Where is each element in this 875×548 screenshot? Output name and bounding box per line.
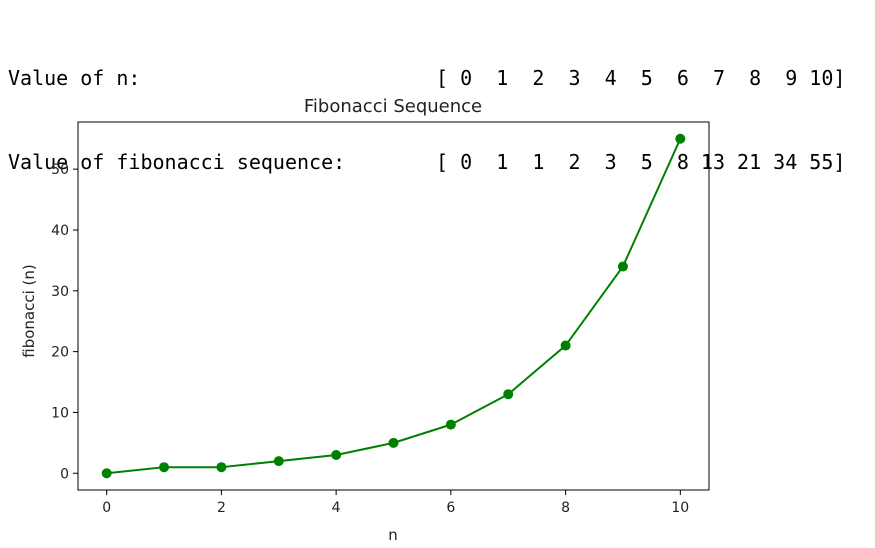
y-tick-label: 30 — [51, 284, 69, 300]
x-tick-label: 10 — [671, 500, 689, 516]
data-point — [560, 340, 571, 351]
y-axis-label: fibonacci (n) — [20, 264, 38, 358]
chart-title: Fibonacci Sequence — [304, 96, 482, 117]
n-values-line: Value of n: [ 0 1 2 3 4 5 6 7 8 9 10] — [8, 64, 868, 92]
plot-frame — [77, 121, 710, 491]
fibonacci-values-line: Value of fibonacci sequence: [ 0 1 1 2 3… — [8, 148, 868, 176]
x-tick-label: 4 — [332, 500, 341, 516]
y-tick-label: 20 — [51, 345, 69, 361]
data-point — [503, 389, 514, 400]
x-tick-label: 0 — [102, 500, 111, 516]
data-point — [675, 133, 686, 144]
y-tick-label: 40 — [51, 223, 69, 239]
fibonacci-values-array: [ 0 1 1 2 3 5 8 13 21 34 55] — [436, 150, 846, 174]
data-point — [617, 261, 628, 272]
x-tick-label: 6 — [446, 500, 455, 516]
console-output: Value of n: [ 0 1 2 3 4 5 6 7 8 9 10] Va… — [8, 8, 868, 204]
data-point — [331, 450, 342, 461]
n-values-label: Value of n: — [8, 66, 141, 90]
y-tick-label: 10 — [51, 405, 69, 421]
data-point — [216, 462, 227, 473]
y-tick-label: 0 — [60, 466, 69, 482]
data-point — [101, 468, 112, 479]
series-line — [106, 138, 682, 475]
axes: 0 2 4 6 8 10 0 10 20 30 40 50 — [51, 121, 710, 516]
data-point — [388, 437, 399, 448]
data-point — [273, 456, 284, 467]
x-tick-label: 2 — [217, 500, 226, 516]
plot-area — [101, 133, 686, 479]
data-point — [445, 419, 456, 430]
y-tick-label: 50 — [51, 162, 69, 178]
x-axis-label: n — [388, 526, 398, 544]
n-values-array: [ 0 1 2 3 4 5 6 7 8 9 10] — [436, 66, 846, 90]
data-point — [159, 462, 170, 473]
x-tick-label: 8 — [561, 500, 570, 516]
fibonacci-values-label: Value of fibonacci sequence: — [8, 150, 346, 174]
